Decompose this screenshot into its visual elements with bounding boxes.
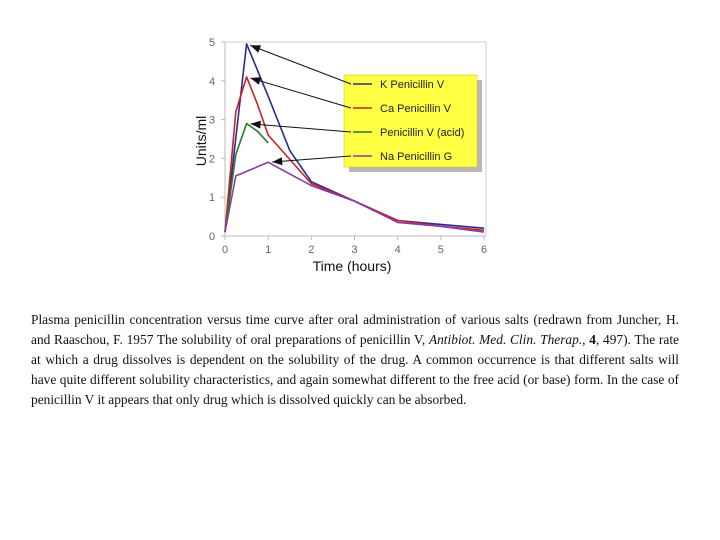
legend-arrow-line — [250, 77, 352, 109]
legend-arrow-head — [250, 45, 262, 53]
legend-box — [343, 74, 478, 168]
series-line-1 — [224, 76, 485, 233]
legend-arrow-head — [250, 120, 261, 129]
legend-label: K Penicillin V — [380, 79, 445, 91]
legend-arrow-line — [272, 155, 352, 163]
legend-label: Ca Penicillin V — [380, 103, 452, 115]
y-tick-label: 0 — [209, 231, 215, 243]
figure-caption: Plasma penicillin concentration versus t… — [31, 310, 679, 410]
legend-arrow-head — [250, 77, 262, 85]
x-tick-label: 1 — [265, 244, 271, 256]
y-tick-label: 3 — [209, 115, 215, 127]
y-axis-title: Units/ml — [193, 116, 209, 167]
y-tick-label: 1 — [209, 192, 215, 204]
y-tick-label: 5 — [209, 37, 215, 49]
caption-journal: Antibiot. Med. Clin. Therap. — [428, 332, 583, 347]
x-tick-label: 5 — [438, 244, 444, 256]
x-tick-label: 0 — [222, 244, 228, 256]
caption-text-1: Plasma penicillin concentration versus t… — [31, 312, 679, 347]
caption-volume: 4 — [589, 332, 596, 347]
chart: 0 1 2 3 4 5 6 0 1 2 3 4 5 K Penicillin V Ca Penicilli… — [193, 37, 487, 274]
legend-label: Penicillin V (acid) — [380, 127, 464, 139]
caption-text-2: , — [582, 332, 590, 347]
caption-text-3: , 497). The rate at which a drug dissolv… — [31, 332, 679, 407]
legend-arrow-line — [250, 44, 352, 85]
x-tick-label: 2 — [308, 244, 314, 256]
y-tick-label: 2 — [209, 153, 215, 165]
x-tick-label: 4 — [395, 244, 401, 256]
legend-label: Na Penicillin G — [380, 151, 452, 163]
y-tick-label: 4 — [209, 76, 215, 88]
series-line-3 — [224, 161, 485, 233]
legend-arrow-line — [250, 123, 352, 133]
series-line-2 — [224, 122, 269, 233]
legend-arrow-head — [272, 157, 283, 166]
x-tick-label: 6 — [481, 244, 487, 256]
x-axis-title: Time (hours) — [313, 258, 392, 274]
x-tick-label: 3 — [351, 244, 357, 256]
series-line-0 — [224, 43, 485, 233]
